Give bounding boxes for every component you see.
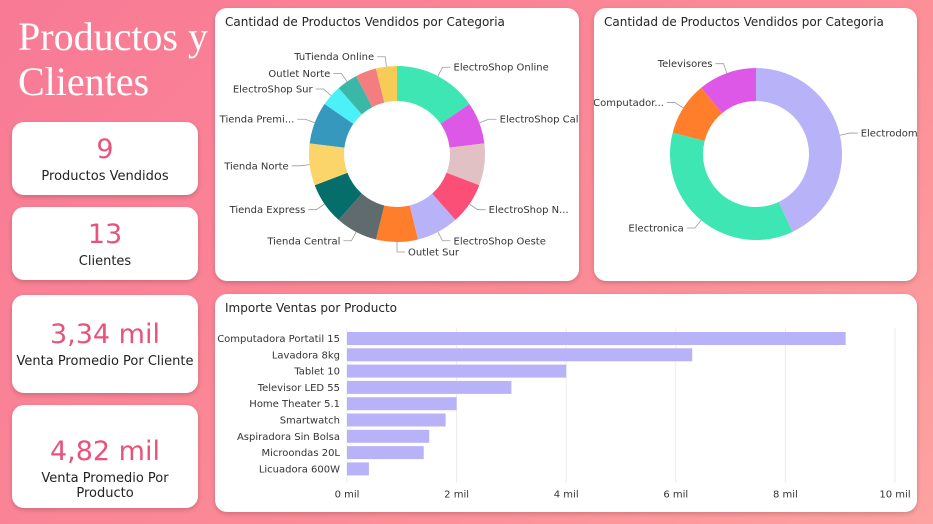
donut-slice-tienda-norte[interactable] [309,143,348,186]
y-tick-label: Microondas 20L [261,448,340,459]
donut-slice-slice-2[interactable] [446,143,485,186]
kpi-card-venta-promedio-producto[interactable]: 4,82 mil Venta Promedio Por Producto [12,405,198,508]
leader-line [343,231,357,242]
bar-tablet-10[interactable] [347,364,567,378]
slice-label: Televisores [657,59,713,70]
leader-line [377,56,387,67]
donut-slice-tienda-express[interactable] [314,172,362,220]
donut-slice-electroshop-cal[interactable] [440,104,485,148]
leader-line [686,220,702,229]
bar-televisor-led-55[interactable] [347,380,512,394]
donut-slice-electroshop-oeste[interactable] [409,193,456,240]
x-tick-label: 2 mil [444,490,469,501]
donut-chart-categorias: Electrodomesti... Electronica Computador..… [594,59,917,241]
leader-line [396,242,405,253]
donut-slice-electrodomesti[interactable] [756,68,842,232]
slice-label: Outlet Sur [408,248,460,259]
leader-line [666,102,684,109]
donut-slice-electronica[interactable] [670,132,793,241]
kpi-card-productos-vendidos[interactable]: 9 Productos Vendidos [12,122,198,195]
bar-licuadora-600w[interactable] [347,462,369,476]
leader-line [437,231,451,242]
bar-chart-importe-panel[interactable]: Importe Ventas por Producto 0 mil 2 mil 4 … [215,294,917,512]
donut-slice-electroshop-sur[interactable] [324,88,362,124]
x-tick-label: 4 mil [554,490,579,501]
x-tick-label: 8 mil [773,490,798,501]
bar-lavadora-8kg[interactable] [347,348,693,362]
chart-title: Cantidad de Productos Vendidos por Categ… [225,15,505,29]
bar-aspiradora-sin-bolsa[interactable] [347,429,430,443]
slice-label: TuTienda Online [293,52,374,63]
donut-chart-tiendas: ElectroShop Online ElectroShop Cal... Elec… [219,52,579,259]
slice-label: Computador... [594,98,664,109]
slice-label: ElectroShop Online [454,63,549,74]
leader-line [291,164,310,167]
page-title: Productos y Clientes [18,14,208,104]
donut-slice-tutienda-online[interactable] [375,66,397,103]
donut-slice-tienda-premi[interactable] [309,104,354,148]
slice-label: ElectroShop Cal... [500,115,579,126]
donut-slice-outlet-norte[interactable] [338,76,373,115]
leader-line [437,66,451,77]
bar-chart-importe: 0 mil 2 mil 4 mil 6 mil 8 mil 10 mil Computado… [217,328,911,501]
kpi-label: Clientes [78,254,132,269]
leader-line [715,63,728,74]
y-tick-label: Lavadora 8kg [272,350,340,361]
leader-line [839,132,858,136]
slice-label: Outlet Norte [268,69,330,80]
slice-label: Tienda Central [266,236,340,247]
donut-slice-tienda-central[interactable] [338,193,385,240]
bar-home-theater-5-1[interactable] [347,397,457,411]
leader-line [315,88,332,96]
leader-line [469,203,486,211]
kpi-value: 4,82 mil [49,436,160,467]
bar-computadora-portatil-15[interactable] [347,332,846,345]
kpi-label: Venta Promedio Por Cliente [16,354,194,369]
donut-slice-electroshop-online[interactable] [397,66,470,124]
donut-chart-tiendas-panel[interactable]: Cantidad de Productos Vendidos por Categ… [215,8,579,281]
slice-label: ElectroShop Sur [233,85,314,96]
kpi-value: 3,34 mil [49,319,160,350]
leader-line [333,72,348,82]
leader-line [297,118,315,124]
slice-label: Electrodomesti... [861,129,917,140]
slice-label: Tienda Premi... [219,115,295,126]
chart-title: Cantidad de Productos Vendidos por Categ… [604,15,884,29]
kpi-label: Productos Vendidos [41,169,169,184]
slice-label: Tienda Norte [223,161,289,172]
kpi-value: 13 [87,219,123,250]
y-tick-label: Televisor LED 55 [257,383,340,394]
chart-title: Importe Ventas por Producto [225,301,398,315]
donut-slice-electroshop-n[interactable] [432,172,480,220]
bar-smartwatch[interactable] [347,413,446,427]
x-tick-label: 0 mil [335,490,360,501]
donut-slice-computador[interactable] [672,87,723,141]
y-tick-label: Smartwatch [280,416,340,427]
kpi-card-clientes[interactable]: 13 Clientes [12,207,198,280]
kpi-value: 9 [96,134,114,165]
leader-line [479,118,497,124]
slice-label: ElectroShop Oeste [454,236,546,247]
slice-label: ElectroShop N... [489,205,569,216]
y-tick-label: Computadora Portatil 15 [217,334,340,345]
y-tick-label: Home Theater 5.1 [249,399,340,410]
y-tick-label: Aspiradora Sin Bolsa [237,432,340,443]
donut-slice-outlet-sur[interactable] [375,205,419,242]
slice-label: Electronica [628,223,683,234]
donut-slice-televisores[interactable] [701,68,756,114]
leader-line [308,203,325,211]
x-tick-label: 6 mil [663,490,688,501]
donut-slice-slice-12[interactable] [356,68,385,108]
x-tick-label: 10 mil [879,490,910,501]
slice-label: Tienda Express [229,205,306,216]
y-tick-label: Tablet 10 [293,367,340,378]
kpi-card-venta-promedio-cliente[interactable]: 3,34 mil Venta Promedio Por Cliente [12,295,198,393]
kpi-label: Venta Promedio Por Producto [41,471,169,501]
y-tick-label: Licuadora 600W [259,464,340,475]
bar-microondas-20l[interactable] [347,446,424,460]
donut-chart-categorias-panel[interactable]: Cantidad de Productos Vendidos por Categ… [594,8,917,281]
